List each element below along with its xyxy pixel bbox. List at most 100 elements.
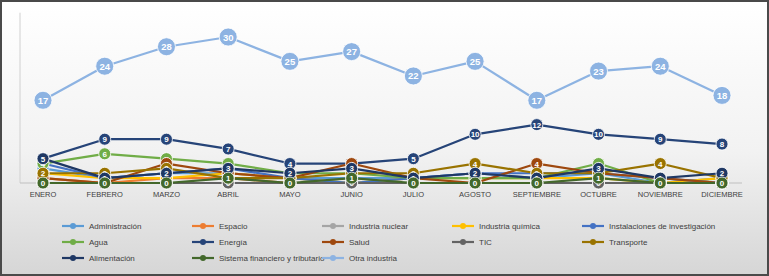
data-marker bbox=[654, 177, 666, 189]
data-marker bbox=[37, 153, 49, 165]
data-marker bbox=[651, 57, 669, 75]
x-tick-label: JUNIO bbox=[340, 190, 363, 199]
data-label: 1 bbox=[226, 174, 231, 183]
data-label: 18 bbox=[717, 90, 728, 101]
series-line bbox=[43, 159, 722, 178]
x-tick-label: AGOSTO bbox=[459, 190, 491, 199]
legend-marker bbox=[330, 223, 336, 229]
legend-marker bbox=[460, 223, 466, 229]
legend-marker bbox=[70, 255, 76, 261]
chart: ENEROFEBREROMARZOABRILMAYOJUNIOJULIOAGOS… bbox=[0, 0, 769, 276]
data-marker bbox=[654, 177, 666, 189]
data-label: 0 bbox=[288, 179, 293, 188]
x-tick-label: SEPTIEMBRE bbox=[513, 190, 561, 199]
data-marker bbox=[222, 172, 234, 184]
data-label: 0 bbox=[103, 179, 108, 188]
data-marker bbox=[37, 177, 49, 189]
data-marker bbox=[99, 177, 111, 189]
data-label: 25 bbox=[470, 56, 481, 67]
data-marker bbox=[160, 177, 172, 189]
legend-label: Industria nuclear bbox=[349, 222, 408, 231]
data-label: 0 bbox=[720, 179, 725, 188]
data-labels: 3122111212011011000000000000000000002112… bbox=[34, 28, 731, 189]
data-label: 22 bbox=[408, 70, 419, 81]
legend-label: Energía bbox=[219, 238, 248, 247]
data-label: 0 bbox=[411, 179, 416, 188]
data-marker bbox=[654, 177, 666, 189]
x-tick-label: ENERO bbox=[30, 190, 57, 199]
data-marker bbox=[716, 177, 728, 189]
x-tick-label: FEBRERO bbox=[87, 190, 123, 199]
data-marker bbox=[407, 177, 419, 189]
legend-marker bbox=[70, 239, 76, 245]
data-label: 0 bbox=[103, 179, 108, 188]
data-marker bbox=[716, 177, 728, 189]
data-marker bbox=[222, 172, 234, 184]
data-marker bbox=[716, 177, 728, 189]
data-label: 0 bbox=[720, 179, 725, 188]
data-marker bbox=[219, 28, 237, 46]
data-label: 0 bbox=[720, 179, 725, 188]
y-range-edge bbox=[20, 13, 21, 183]
data-marker bbox=[222, 143, 234, 155]
data-marker bbox=[346, 172, 358, 184]
data-marker bbox=[99, 177, 111, 189]
data-label: 24 bbox=[99, 61, 110, 72]
data-label: 23 bbox=[593, 66, 604, 77]
legend-label: Transporte bbox=[609, 238, 648, 247]
data-marker bbox=[99, 133, 111, 145]
data-label: 0 bbox=[473, 179, 478, 188]
data-label: 1 bbox=[349, 174, 354, 183]
data-label: 0 bbox=[473, 179, 478, 188]
data-marker bbox=[593, 172, 605, 184]
data-label: 1 bbox=[226, 174, 231, 183]
data-marker bbox=[531, 177, 543, 189]
x-tick-label: NOVIEMBRE bbox=[638, 190, 683, 199]
data-marker bbox=[222, 172, 234, 184]
legend: AdministraciónEspacioIndustria nuclearIn… bbox=[62, 222, 715, 263]
data-label: 17 bbox=[532, 95, 543, 106]
data-marker bbox=[716, 177, 728, 189]
data-marker bbox=[284, 177, 296, 189]
data-marker bbox=[531, 177, 543, 189]
legend-marker bbox=[590, 239, 596, 245]
data-marker bbox=[404, 67, 422, 85]
legend-label: Espacio bbox=[219, 222, 248, 231]
data-label: 0 bbox=[411, 179, 416, 188]
data-marker bbox=[716, 177, 728, 189]
data-marker bbox=[531, 177, 543, 189]
data-label: 0 bbox=[41, 179, 46, 188]
data-label: 5 bbox=[41, 155, 46, 164]
series-line bbox=[43, 37, 722, 100]
data-label: 6 bbox=[103, 150, 108, 159]
data-label: 0 bbox=[658, 179, 663, 188]
data-label: 9 bbox=[103, 135, 108, 144]
series-line bbox=[43, 178, 722, 183]
data-marker bbox=[407, 153, 419, 165]
data-label: 0 bbox=[535, 179, 540, 188]
data-marker bbox=[99, 177, 111, 189]
data-label: 0 bbox=[288, 179, 293, 188]
data-label: 1 bbox=[596, 174, 601, 183]
data-marker bbox=[654, 177, 666, 189]
data-label: 27 bbox=[346, 46, 357, 57]
data-marker bbox=[469, 177, 481, 189]
data-label: 0 bbox=[411, 179, 416, 188]
data-marker bbox=[407, 177, 419, 189]
data-label: 0 bbox=[473, 179, 478, 188]
data-marker bbox=[654, 177, 666, 189]
series-line bbox=[43, 154, 722, 183]
data-label: 5 bbox=[411, 155, 416, 164]
data-label: 0 bbox=[164, 179, 169, 188]
x-tick-label: ABRIL bbox=[217, 190, 239, 199]
data-label: 4 bbox=[658, 160, 663, 169]
data-label: 0 bbox=[41, 179, 46, 188]
data-marker bbox=[528, 91, 546, 109]
data-label: 0 bbox=[535, 179, 540, 188]
data-label: 0 bbox=[535, 179, 540, 188]
legend-marker bbox=[200, 239, 206, 245]
x-tick-label: OCTUBRE bbox=[580, 190, 617, 199]
legend-label: TIC bbox=[479, 238, 492, 247]
data-label: 1 bbox=[226, 174, 231, 183]
data-label: 0 bbox=[103, 179, 108, 188]
